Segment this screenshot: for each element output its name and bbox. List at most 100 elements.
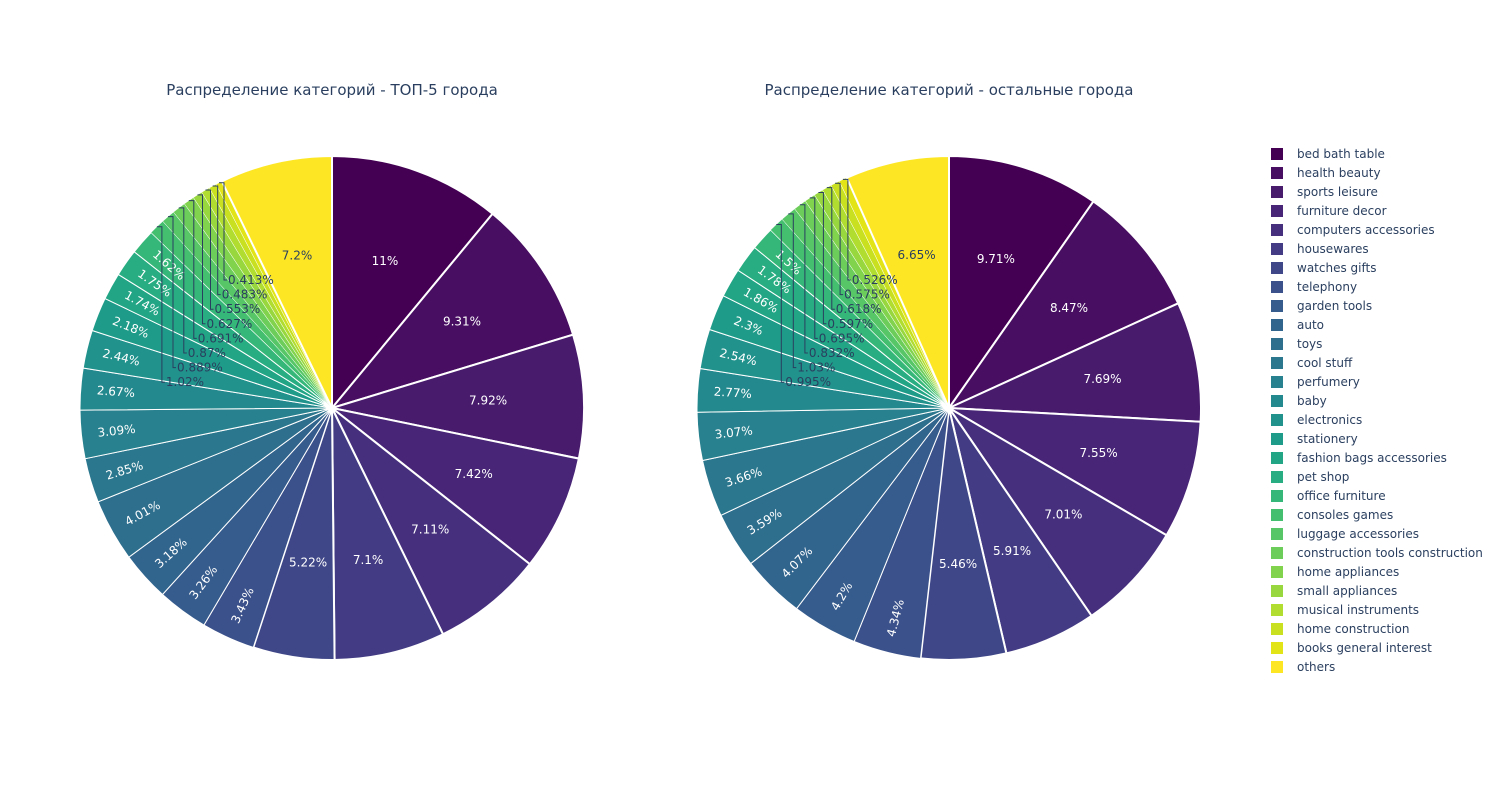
pie-slice[interactable] <box>946 200 1180 411</box>
slice-leader-line <box>178 207 187 354</box>
legend-swatch <box>1271 205 1283 217</box>
legend-item[interactable]: health beauty <box>1271 166 1381 180</box>
legend-swatch <box>1271 509 1283 521</box>
legend-item[interactable]: office furniture <box>1271 489 1386 503</box>
legend-item[interactable]: luggage accessories <box>1271 527 1419 541</box>
slice-label: 7.1% <box>353 553 384 567</box>
legend-item[interactable]: pet shop <box>1271 470 1349 484</box>
slice-label: 0.526% <box>852 273 898 287</box>
legend-item[interactable]: stationery <box>1271 432 1358 446</box>
legend-swatch <box>1271 395 1283 407</box>
legend-swatch <box>1271 452 1283 464</box>
slice-label: 7.92% <box>469 394 507 408</box>
legend-swatch <box>1271 262 1283 274</box>
slice-label: 1.03% <box>797 361 835 375</box>
slice-leader-line <box>799 204 808 354</box>
pie-slice[interactable] <box>331 407 532 636</box>
legend-label: books general interest <box>1297 641 1432 655</box>
legend-label: sports leisure <box>1297 185 1378 199</box>
legend-label: construction tools construction <box>1297 546 1483 560</box>
legend-swatch <box>1271 148 1283 160</box>
legend-label: bed bath table <box>1297 147 1385 161</box>
legend-item[interactable]: small appliances <box>1271 584 1397 598</box>
legend-label: office furniture <box>1297 489 1386 503</box>
pie-slice[interactable] <box>845 154 950 409</box>
slice-leader-line <box>219 182 227 281</box>
slice-label: 0.691% <box>198 331 244 345</box>
legend-label: health beauty <box>1297 166 1381 180</box>
legend-swatch <box>1271 623 1283 635</box>
pie-slice[interactable] <box>948 407 1168 618</box>
legend-swatch <box>1271 585 1283 597</box>
legend-swatch <box>1271 604 1283 616</box>
pie-chart-others: Распределение категорий - остальные горо… <box>696 81 1202 661</box>
legend-item[interactable]: housewares <box>1271 242 1369 256</box>
slice-label: 5.46% <box>939 557 977 571</box>
legend-label: furniture decor <box>1297 204 1387 218</box>
legend-item[interactable]: furniture decor <box>1271 204 1387 218</box>
legend-swatch <box>1271 661 1283 673</box>
slice-label: 0.832% <box>809 346 855 360</box>
legend-swatch <box>1271 566 1283 578</box>
legend-item[interactable]: electronics <box>1271 413 1362 427</box>
legend-item[interactable]: home construction <box>1271 622 1409 636</box>
legend-item[interactable]: computers accessories <box>1271 223 1435 237</box>
legend-swatch <box>1271 376 1283 388</box>
slice-label: 7.11% <box>411 523 449 537</box>
pie-slice[interactable] <box>220 154 333 409</box>
pie-slice[interactable] <box>331 154 494 411</box>
legend-item[interactable]: construction tools construction <box>1271 546 1483 560</box>
legend-swatch <box>1271 186 1283 198</box>
legend-label: housewares <box>1297 242 1369 256</box>
legend-label: small appliances <box>1297 584 1397 598</box>
pie-slice[interactable] <box>948 301 1202 423</box>
legend-item[interactable]: books general interest <box>1271 641 1432 655</box>
pie-slice[interactable] <box>331 407 581 566</box>
slice-label: 0.413% <box>228 273 274 287</box>
legend-swatch <box>1271 414 1283 426</box>
pie-slice[interactable] <box>948 407 1202 537</box>
slice-label: 7.42% <box>455 467 493 481</box>
slice-label: 7.2% <box>282 249 313 263</box>
legend-item[interactable]: musical instruments <box>1271 603 1419 617</box>
slice-label: 5.22% <box>289 555 327 569</box>
slice-label: 7.55% <box>1080 446 1118 460</box>
slice-label: 0.618% <box>836 302 882 316</box>
legend-item[interactable]: sports leisure <box>1271 185 1378 199</box>
slice-label: 7.01% <box>1044 507 1082 521</box>
legend-item[interactable]: consoles games <box>1271 508 1393 522</box>
legend-item[interactable]: home appliances <box>1271 565 1399 579</box>
legend-item[interactable]: watches gifts <box>1271 261 1376 275</box>
legend-item[interactable]: toys <box>1271 337 1322 351</box>
legend-item[interactable]: garden tools <box>1271 299 1372 313</box>
pie-slice[interactable] <box>331 407 445 662</box>
legend-item[interactable]: fashion bags accessories <box>1271 451 1447 465</box>
legend-swatch <box>1271 281 1283 293</box>
slice-label: 3.09% <box>97 422 136 440</box>
slice-label: 7.69% <box>1083 372 1121 386</box>
pie-slice[interactable] <box>948 154 1095 412</box>
legend-item[interactable]: telephony <box>1271 280 1357 294</box>
legend-item[interactable]: bed bath table <box>1271 147 1385 161</box>
slice-label: 8.47% <box>1050 301 1088 315</box>
slice-leader-line <box>826 187 835 310</box>
slice-label: 5.91% <box>993 544 1031 558</box>
pie-slice[interactable] <box>329 212 575 410</box>
legend-item[interactable]: perfumery <box>1271 375 1360 389</box>
legend-label: auto <box>1297 318 1324 332</box>
legend-label: toys <box>1297 337 1322 351</box>
legend-item[interactable]: cool stuff <box>1271 356 1353 370</box>
legend-label: stationery <box>1297 432 1358 446</box>
legend-label: pet shop <box>1297 470 1349 484</box>
legend-item[interactable]: others <box>1271 660 1335 674</box>
slice-label: 0.627% <box>207 317 253 331</box>
slice-leader-line <box>197 194 206 325</box>
slice-label: 9.31% <box>443 314 481 328</box>
legend: bed bath table health beauty sports leisur… <box>1271 147 1483 674</box>
legend-item[interactable]: baby <box>1271 394 1327 408</box>
legend-item[interactable]: auto <box>1271 318 1324 332</box>
legend-swatch <box>1271 243 1283 255</box>
legend-label: cool stuff <box>1297 356 1353 370</box>
pie-slice[interactable] <box>331 333 585 460</box>
